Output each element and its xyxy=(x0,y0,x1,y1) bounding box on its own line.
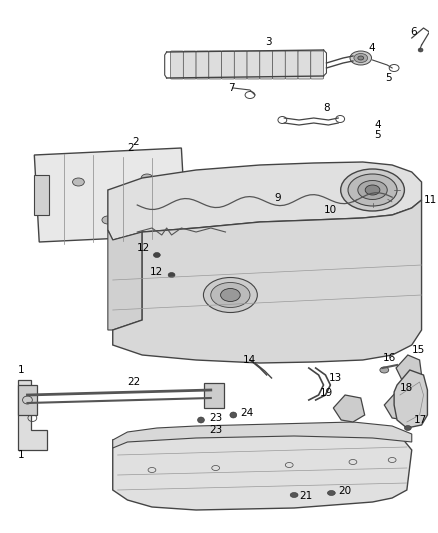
Text: 2: 2 xyxy=(132,137,139,147)
Text: 11: 11 xyxy=(424,195,437,205)
Polygon shape xyxy=(384,392,417,420)
Text: 7: 7 xyxy=(229,83,235,93)
Polygon shape xyxy=(113,430,412,510)
Text: 4: 4 xyxy=(369,43,375,53)
Ellipse shape xyxy=(365,185,380,195)
Ellipse shape xyxy=(168,272,175,278)
Ellipse shape xyxy=(354,53,367,62)
FancyBboxPatch shape xyxy=(260,51,272,79)
Text: 3: 3 xyxy=(265,37,271,47)
Polygon shape xyxy=(113,422,412,448)
Ellipse shape xyxy=(198,417,205,423)
FancyBboxPatch shape xyxy=(170,51,184,79)
Polygon shape xyxy=(396,355,421,382)
Text: 4: 4 xyxy=(374,120,381,130)
Ellipse shape xyxy=(358,181,387,199)
Text: 22: 22 xyxy=(127,377,141,387)
FancyBboxPatch shape xyxy=(196,51,209,79)
Ellipse shape xyxy=(221,288,240,302)
Ellipse shape xyxy=(73,178,84,186)
Polygon shape xyxy=(113,200,421,363)
Polygon shape xyxy=(108,162,421,240)
Ellipse shape xyxy=(102,216,114,224)
FancyBboxPatch shape xyxy=(247,51,260,79)
Ellipse shape xyxy=(380,367,389,373)
Text: 6: 6 xyxy=(410,27,417,37)
FancyBboxPatch shape xyxy=(311,51,324,79)
Text: 23: 23 xyxy=(209,413,222,423)
Ellipse shape xyxy=(211,282,250,308)
Polygon shape xyxy=(333,395,365,422)
Ellipse shape xyxy=(418,48,423,52)
Ellipse shape xyxy=(198,429,205,435)
Text: 12: 12 xyxy=(150,267,163,277)
Ellipse shape xyxy=(153,253,160,257)
Text: 24: 24 xyxy=(240,408,254,418)
Text: 20: 20 xyxy=(338,486,351,496)
Text: 1: 1 xyxy=(18,365,24,375)
Polygon shape xyxy=(204,383,223,408)
Ellipse shape xyxy=(404,425,411,431)
Text: 14: 14 xyxy=(243,355,256,365)
Text: 10: 10 xyxy=(324,205,337,215)
Polygon shape xyxy=(108,230,142,330)
Text: 21: 21 xyxy=(299,491,312,501)
Ellipse shape xyxy=(350,51,371,65)
Text: 13: 13 xyxy=(328,373,342,383)
Ellipse shape xyxy=(141,174,153,182)
Text: 5: 5 xyxy=(385,73,392,83)
Ellipse shape xyxy=(290,492,298,497)
Polygon shape xyxy=(18,380,47,450)
FancyBboxPatch shape xyxy=(298,51,311,79)
FancyBboxPatch shape xyxy=(285,51,298,79)
Text: 23: 23 xyxy=(209,425,222,435)
Text: 17: 17 xyxy=(414,415,427,425)
Ellipse shape xyxy=(328,490,335,496)
Polygon shape xyxy=(394,370,427,428)
Polygon shape xyxy=(34,175,49,215)
Text: 5: 5 xyxy=(374,130,381,140)
Text: 18: 18 xyxy=(400,383,413,393)
Text: 12: 12 xyxy=(137,243,151,253)
FancyBboxPatch shape xyxy=(184,51,196,79)
Text: 16: 16 xyxy=(382,353,396,363)
FancyBboxPatch shape xyxy=(234,51,247,79)
Text: 8: 8 xyxy=(324,103,330,113)
FancyBboxPatch shape xyxy=(222,51,234,79)
Text: 19: 19 xyxy=(320,388,333,398)
Text: 9: 9 xyxy=(275,193,281,203)
Polygon shape xyxy=(34,148,186,242)
Text: 1: 1 xyxy=(18,450,24,460)
Polygon shape xyxy=(18,385,37,415)
FancyBboxPatch shape xyxy=(209,51,222,79)
Ellipse shape xyxy=(230,412,237,418)
Ellipse shape xyxy=(348,174,397,206)
Text: 2: 2 xyxy=(127,143,134,153)
FancyBboxPatch shape xyxy=(272,51,285,79)
Ellipse shape xyxy=(341,169,404,211)
Text: 15: 15 xyxy=(412,345,425,355)
Ellipse shape xyxy=(203,278,258,312)
Ellipse shape xyxy=(358,56,364,60)
